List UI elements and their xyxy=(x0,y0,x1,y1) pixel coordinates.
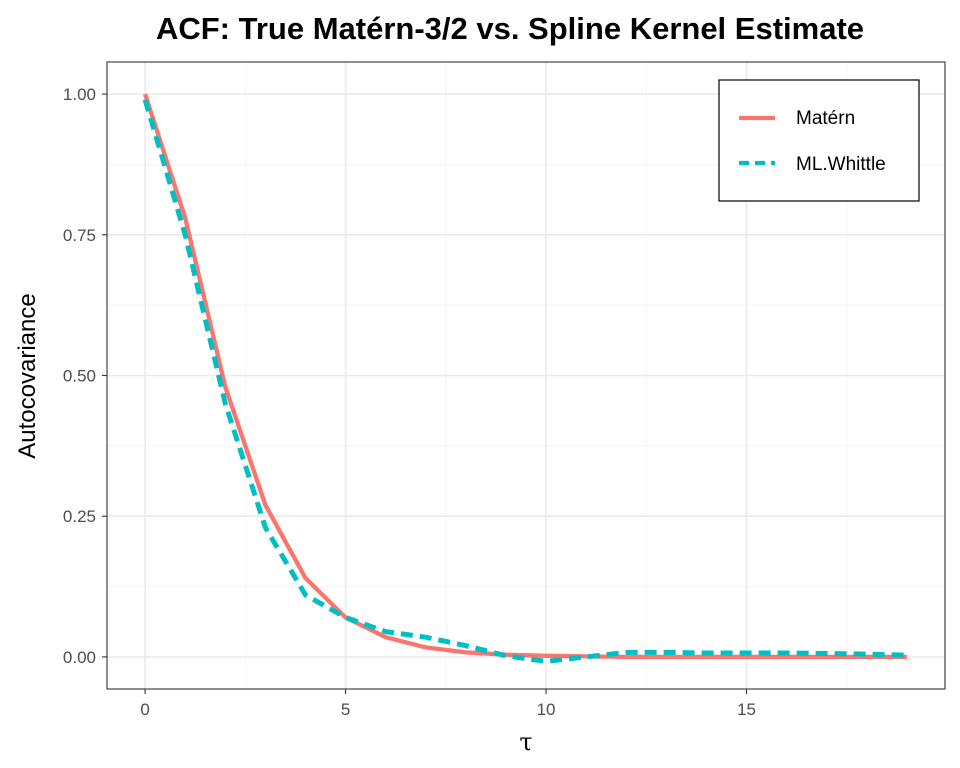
series-line-matern xyxy=(143,93,907,660)
legend-box xyxy=(718,79,920,202)
legend-label-whittle: ML.Whittle xyxy=(796,154,886,175)
chart-title: ACF: True Matérn-3/2 vs. Spline Kernel E… xyxy=(156,11,864,46)
x-tick-label: 0 xyxy=(140,700,149,719)
legend-label-matern: Matérn xyxy=(796,108,855,129)
x-tick-label: 10 xyxy=(537,700,556,719)
legend: Matérn ML.Whittle xyxy=(718,79,920,202)
x-axis-title: τ xyxy=(519,728,532,756)
y-tick-label: 1.00 xyxy=(63,85,96,104)
y-tick-label: 0.00 xyxy=(63,648,96,667)
y-axis: 0.00 0.25 0.50 0.75 1.00 xyxy=(63,85,107,667)
y-tick-label: 0.50 xyxy=(63,367,96,386)
grid xyxy=(107,62,945,689)
x-tick-label: 15 xyxy=(737,700,756,719)
series-layer xyxy=(142,93,907,664)
y-tick-label: 0.75 xyxy=(63,226,96,245)
y-tick-label: 0.25 xyxy=(63,507,96,526)
y-axis-title: Autocovariance xyxy=(14,293,41,458)
series-line-whittle xyxy=(142,98,907,664)
x-tick-label: 5 xyxy=(341,700,350,719)
x-axis: 0 5 10 15 xyxy=(140,689,756,719)
